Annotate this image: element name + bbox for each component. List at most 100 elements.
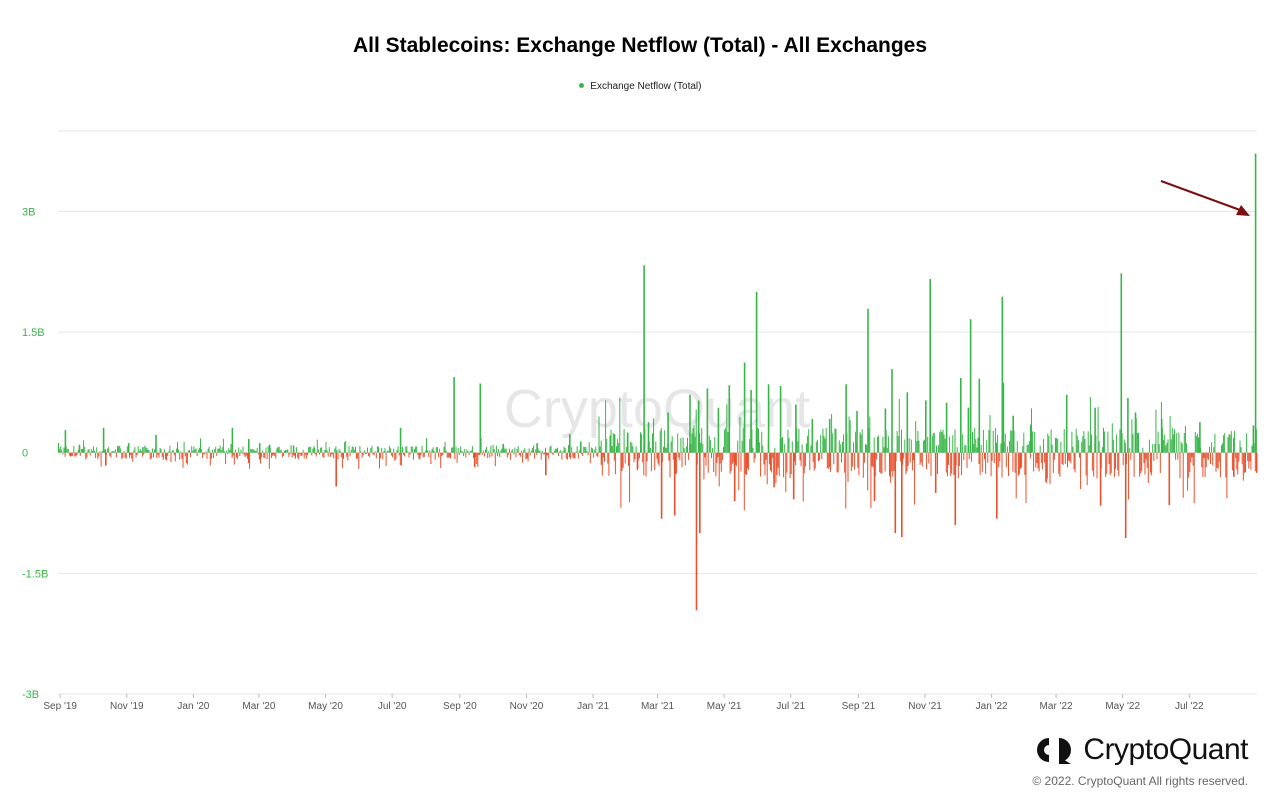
bar-noise	[545, 447, 546, 453]
bar	[102, 427, 105, 453]
bar-noise	[388, 445, 390, 453]
bar-noise	[163, 449, 165, 453]
bar-noise	[1028, 441, 1030, 453]
bar-noise	[365, 452, 367, 455]
bar-noise	[540, 452, 542, 460]
bar-noise	[997, 434, 999, 453]
bar-noise	[80, 448, 82, 453]
bar-noise	[1152, 444, 1154, 453]
bar-noise	[349, 452, 351, 457]
bar-noise	[1131, 419, 1133, 453]
bar-noise	[422, 452, 424, 458]
bar-noise	[1132, 434, 1134, 453]
bar-noise	[621, 452, 623, 471]
bar-noise	[302, 449, 304, 453]
bar-noise	[920, 452, 922, 463]
bar-noise	[1148, 439, 1150, 453]
bar-noise	[760, 452, 762, 477]
bar-noise	[390, 448, 391, 453]
bar-noise	[951, 452, 953, 474]
bar-noise	[309, 446, 311, 453]
bar-noise	[159, 448, 161, 453]
bar-noise	[511, 450, 513, 453]
bar-noise	[436, 446, 438, 453]
bar-noise	[338, 449, 340, 453]
bar-noise	[486, 447, 488, 453]
bar-noise	[1198, 437, 1199, 453]
bar-layer	[64, 153, 1258, 611]
bar-noise	[1234, 430, 1236, 453]
bar-noise	[700, 442, 702, 453]
bar-noise	[67, 449, 69, 453]
bar-noise	[139, 449, 141, 453]
bar-noise	[395, 452, 397, 460]
bar-noise	[1171, 427, 1173, 453]
bar-noise	[364, 452, 366, 454]
bar-noise	[83, 440, 85, 453]
bar-noise	[712, 447, 714, 453]
bar-noise	[1180, 441, 1182, 453]
bar-noise	[872, 452, 874, 468]
bar-noise	[692, 428, 694, 453]
bar-noise	[780, 438, 782, 453]
bar-noise	[180, 451, 182, 453]
bar-noise	[1036, 452, 1038, 464]
bar-noise	[910, 439, 912, 453]
x-tick-label: Mar '22	[1040, 701, 1073, 712]
bar-noise	[272, 452, 273, 456]
bar-noise	[421, 445, 423, 453]
bar-noise	[715, 452, 717, 477]
bar-noise	[624, 452, 626, 464]
bar-noise	[291, 452, 293, 458]
bar-noise	[1117, 452, 1119, 471]
bar-noise	[719, 452, 721, 464]
bar-noise	[574, 452, 576, 459]
bar-noise	[607, 452, 609, 464]
bar-noise	[954, 429, 956, 453]
bar-noise	[214, 449, 216, 453]
bar-noise	[723, 446, 724, 453]
bar-noise	[232, 452, 234, 456]
bar-noise	[177, 442, 178, 453]
bar-noise	[1073, 452, 1075, 470]
bar-noise	[899, 452, 901, 462]
bar-noise	[284, 450, 285, 453]
bar	[743, 362, 746, 453]
bar-noise	[467, 451, 469, 453]
bar-noise	[1193, 452, 1195, 504]
bar-noise	[815, 441, 817, 453]
legend[interactable]: Exchange Netflow (Total)	[0, 81, 1280, 92]
bar-noise	[877, 437, 878, 453]
bar-noise	[204, 452, 206, 455]
bar-noise	[521, 450, 522, 453]
bar-noise	[90, 449, 92, 453]
bar	[1065, 394, 1068, 453]
bar-noise	[922, 440, 924, 453]
bar-noise	[742, 427, 744, 453]
bar-noise	[1039, 445, 1041, 453]
bar-noise	[321, 447, 323, 453]
bar-noise	[203, 452, 205, 455]
bar-noise	[445, 450, 447, 453]
bar-noise	[1081, 441, 1083, 453]
bar-noise	[423, 452, 425, 457]
bar-noise	[96, 447, 98, 453]
bar-noise	[586, 451, 588, 453]
bar-noise	[356, 452, 358, 459]
bar-noise	[289, 452, 291, 455]
bar-noise	[387, 451, 389, 453]
bar-noise	[303, 452, 305, 459]
bar-noise	[788, 437, 790, 453]
bar-noise	[661, 452, 663, 463]
bar-noise	[986, 440, 988, 453]
bar-noise	[640, 432, 641, 453]
bar-noise	[358, 452, 360, 469]
bar-noise	[543, 452, 545, 455]
bar-noise	[898, 399, 900, 453]
bar-noise	[861, 429, 863, 453]
bar-noise	[1174, 429, 1175, 453]
bar-noise	[622, 452, 624, 468]
bar-noise	[684, 452, 686, 466]
bar-noise	[1144, 452, 1146, 475]
bar-noise	[559, 451, 561, 453]
